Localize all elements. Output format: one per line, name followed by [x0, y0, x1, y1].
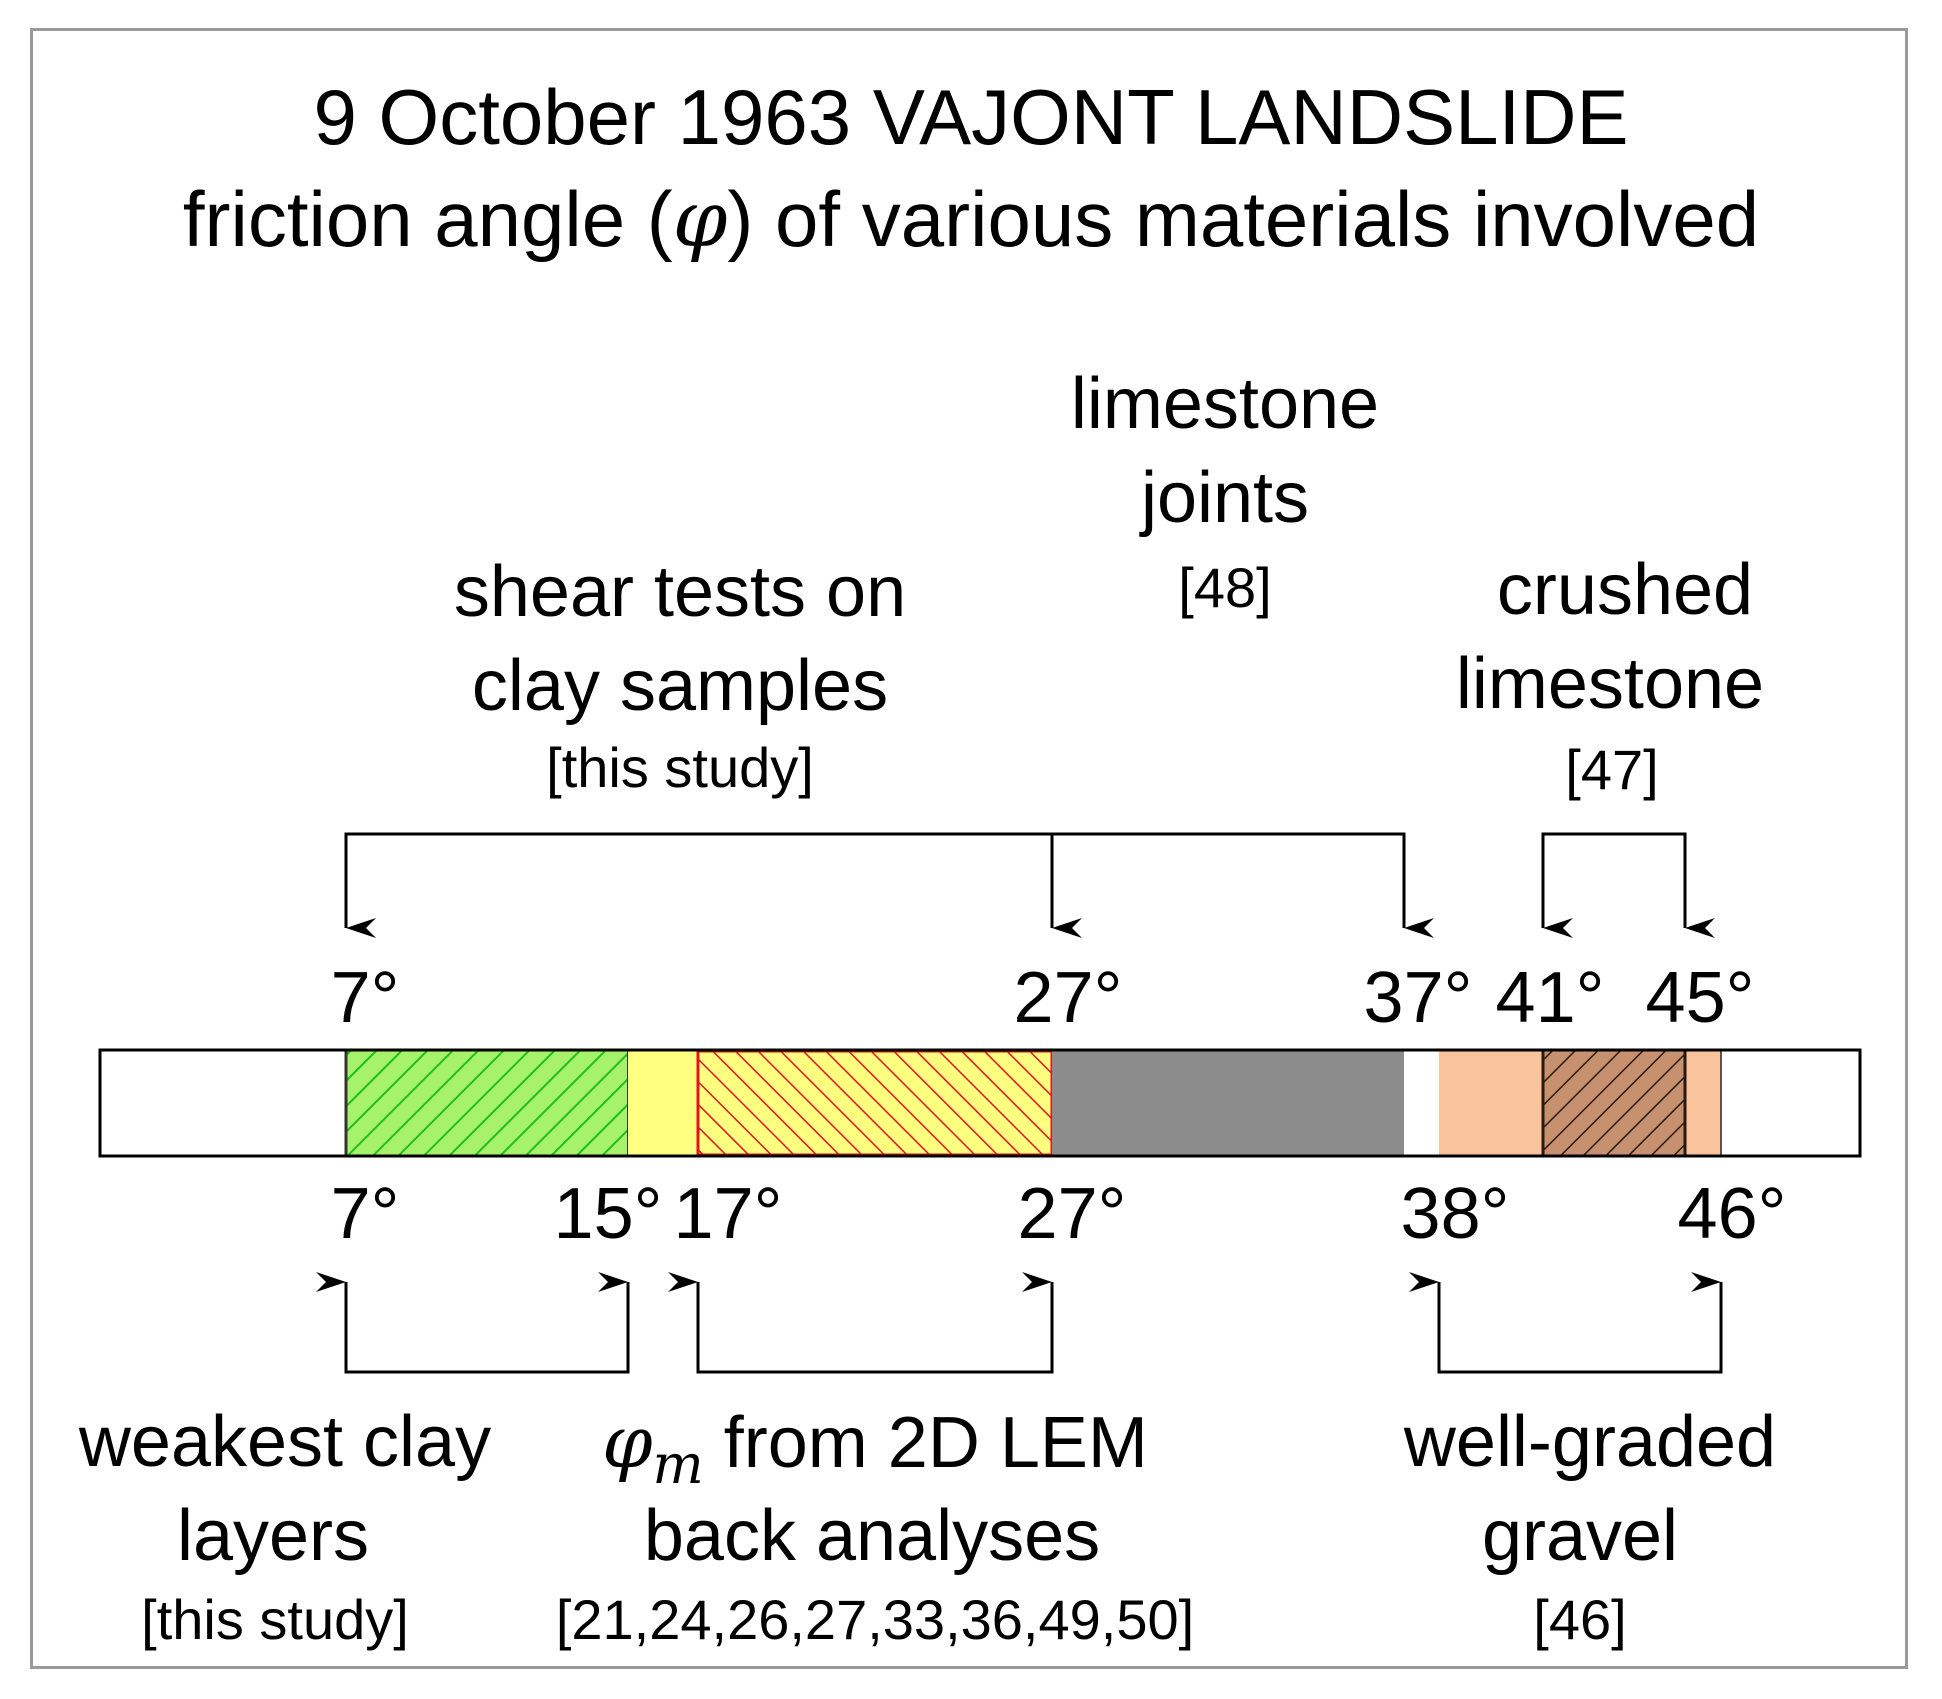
title-suffix: ) of various materials involved [727, 175, 1760, 263]
top-tick-7: 7° [330, 958, 400, 1038]
range-gap-15-17 [628, 1051, 698, 1155]
top-tick-45: 45° [1645, 958, 1755, 1038]
phi-m-subscript: m [652, 1433, 704, 1497]
gravel-ref: [46] [1533, 1588, 1627, 1651]
lem-connector [668, 1272, 1054, 1374]
angle-bar-border [98, 1048, 1862, 1158]
crushed-limestone-line-2: limestone [1455, 644, 1765, 724]
lem-ref: [21,24,26,27,33,36,49,50] [555, 1588, 1195, 1651]
weakest-clay-line-1: weakest clay [78, 1402, 492, 1482]
bottom-tick-27: 27° [1017, 1174, 1127, 1254]
limestone-joints-line-2: joints [1140, 458, 1310, 538]
crushed-limestone-ref: [47] [1565, 738, 1659, 801]
gravel-connector [1409, 1272, 1723, 1374]
shear-tests-line-2: clay samples [471, 646, 889, 726]
range-crushed-limestone [1543, 1051, 1685, 1155]
range-weakest-clay [346, 1051, 628, 1155]
title-line-1: 9 October 1963 VAJONT LANDSLIDE [313, 73, 1629, 161]
shear-tests-ref: [this study] [546, 736, 814, 799]
bottom-tick-15: 15° [553, 1174, 663, 1254]
phi-symbol: φ [672, 175, 728, 265]
title-prefix: friction angle ( [182, 175, 673, 263]
limestone-joints-line-1: limestone [1070, 364, 1380, 444]
weakest-clay-connector [316, 1272, 630, 1374]
weakest-clay-ref: [this study] [141, 1588, 409, 1651]
weakest-clay-line-2: layers [176, 1496, 370, 1576]
figure-frame [30, 28, 1908, 1669]
top-tick-37: 37° [1363, 958, 1473, 1038]
lem-line-1-text: from 2D LEM [703, 1403, 1148, 1483]
range-shear-tests [1052, 1051, 1404, 1155]
top-tick-41: 41° [1495, 958, 1605, 1038]
crushed-limestone-connector [1541, 832, 1715, 938]
shear-tests-connector [344, 832, 1434, 938]
bottom-tick-38: 38° [1400, 1174, 1510, 1254]
phi-m-symbol: φ [602, 1400, 653, 1484]
gravel-line-2: gravel [1481, 1496, 1679, 1576]
bottom-tick-46: 46° [1677, 1174, 1787, 1254]
lem-line-1: φm from 2D LEM [602, 1406, 1148, 1492]
limestone-joints-ref: [48] [1178, 556, 1272, 619]
gravel-line-1: well-graded [1403, 1402, 1777, 1482]
title-line-2: friction angle (φ) of various materials … [0, 180, 1942, 259]
crushed-limestone-line-1: crushed [1496, 550, 1754, 630]
range-lem [698, 1051, 1052, 1155]
top-tick-27: 27° [1013, 958, 1123, 1038]
bottom-tick-7: 7° [330, 1174, 400, 1254]
shear-tests-line-1: shear tests on [453, 552, 907, 632]
bottom-tick-17: 17° [673, 1174, 783, 1254]
lem-line-2: back analyses [643, 1496, 1101, 1576]
